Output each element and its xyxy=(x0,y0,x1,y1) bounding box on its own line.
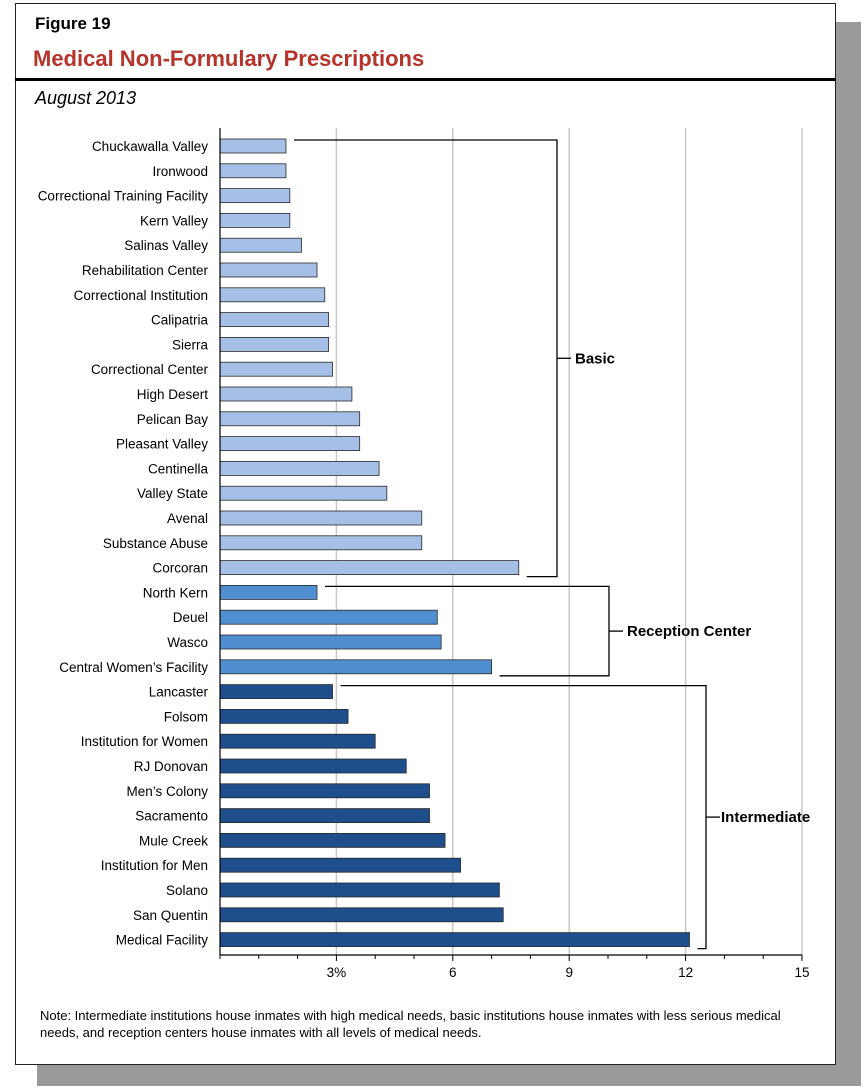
bar xyxy=(219,684,333,699)
bar xyxy=(219,659,493,675)
bar xyxy=(219,907,504,923)
category-label: Sierra xyxy=(172,337,209,352)
category-label: Mule Creek xyxy=(139,833,208,848)
bar xyxy=(219,212,291,228)
category-label: Correctional Institution xyxy=(74,288,208,303)
bar xyxy=(219,783,430,799)
bar xyxy=(219,287,326,303)
category-label: Correctional Center xyxy=(91,362,209,377)
category-label: Avenal xyxy=(167,511,208,526)
group-label: Basic xyxy=(575,350,615,367)
bar xyxy=(219,262,318,278)
category-label: Pleasant Valley xyxy=(116,437,208,452)
bar xyxy=(219,386,353,402)
category-label: Salinas Valley xyxy=(124,238,208,253)
bar xyxy=(219,312,330,328)
bar xyxy=(219,758,407,774)
chart-subtitle: August 2013 xyxy=(35,88,137,108)
category-label: Institution for Men xyxy=(101,858,208,873)
category-label: High Desert xyxy=(137,387,209,402)
category-label: Calipatria xyxy=(151,313,209,328)
bar xyxy=(219,361,333,377)
bar xyxy=(219,733,376,749)
bar xyxy=(219,932,690,947)
category-label: Substance Abuse xyxy=(103,536,208,551)
x-tick-label: 9 xyxy=(565,965,573,980)
category-label: Central Women’s Facility xyxy=(59,660,208,675)
bar xyxy=(219,485,388,501)
bar xyxy=(219,138,287,154)
bar xyxy=(219,857,461,873)
bar xyxy=(219,882,500,898)
group-label: Intermediate xyxy=(721,809,810,826)
category-label: Ironwood xyxy=(152,164,208,179)
chart-title: Medical Non-Formulary Prescriptions xyxy=(33,46,425,71)
category-label: Rehabilitation Center xyxy=(82,263,209,278)
bar xyxy=(219,808,430,823)
bar xyxy=(219,585,318,600)
title-rule xyxy=(15,78,836,81)
bar xyxy=(219,634,442,650)
category-label: Centinella xyxy=(148,461,209,476)
bar xyxy=(219,237,302,253)
category-label: Chuckawalla Valley xyxy=(92,139,208,154)
bar xyxy=(219,510,423,526)
category-label: Institution for Women xyxy=(81,734,208,749)
category-label: Deuel xyxy=(173,610,208,625)
bar xyxy=(219,460,380,476)
category-label: Valley State xyxy=(137,486,208,501)
bar-chart: Chuckawalla Valley Ironwood Correctional T… xyxy=(38,128,810,980)
category-label: Wasco xyxy=(167,635,208,650)
x-tick-label: 6 xyxy=(449,965,457,980)
x-tick-label: 15 xyxy=(794,965,809,980)
category-label: Pelican Bay xyxy=(137,412,209,427)
bar xyxy=(219,833,446,848)
category-label: Men’s Colony xyxy=(126,784,208,799)
bar xyxy=(219,709,349,724)
x-tick-label: 12 xyxy=(678,965,693,980)
chart-note: Note: Intermediate institutions house in… xyxy=(40,1008,781,1040)
bar xyxy=(219,609,438,625)
figure-label: Figure 19 xyxy=(35,14,111,33)
bar xyxy=(219,560,520,575)
group-label: Reception Center xyxy=(627,623,751,640)
bar xyxy=(219,163,287,179)
x-tick-label: 3% xyxy=(327,965,347,980)
category-label: Correctional Training Facility xyxy=(38,189,209,204)
category-label: Solano xyxy=(166,883,208,898)
category-label: RJ Donovan xyxy=(134,759,208,774)
bar xyxy=(219,535,423,551)
category-label: Kern Valley xyxy=(140,213,208,228)
category-label: Medical Facility xyxy=(116,933,209,948)
bar xyxy=(219,436,361,452)
category-label: Lancaster xyxy=(149,685,209,700)
category-label: San Quentin xyxy=(133,908,208,923)
bar xyxy=(219,188,291,204)
category-label: Folsom xyxy=(164,709,208,724)
category-label: Sacramento xyxy=(135,809,208,824)
bar xyxy=(219,336,330,352)
category-label: North Kern xyxy=(143,585,208,600)
category-label: Corcoran xyxy=(152,561,208,576)
bar xyxy=(219,411,361,427)
